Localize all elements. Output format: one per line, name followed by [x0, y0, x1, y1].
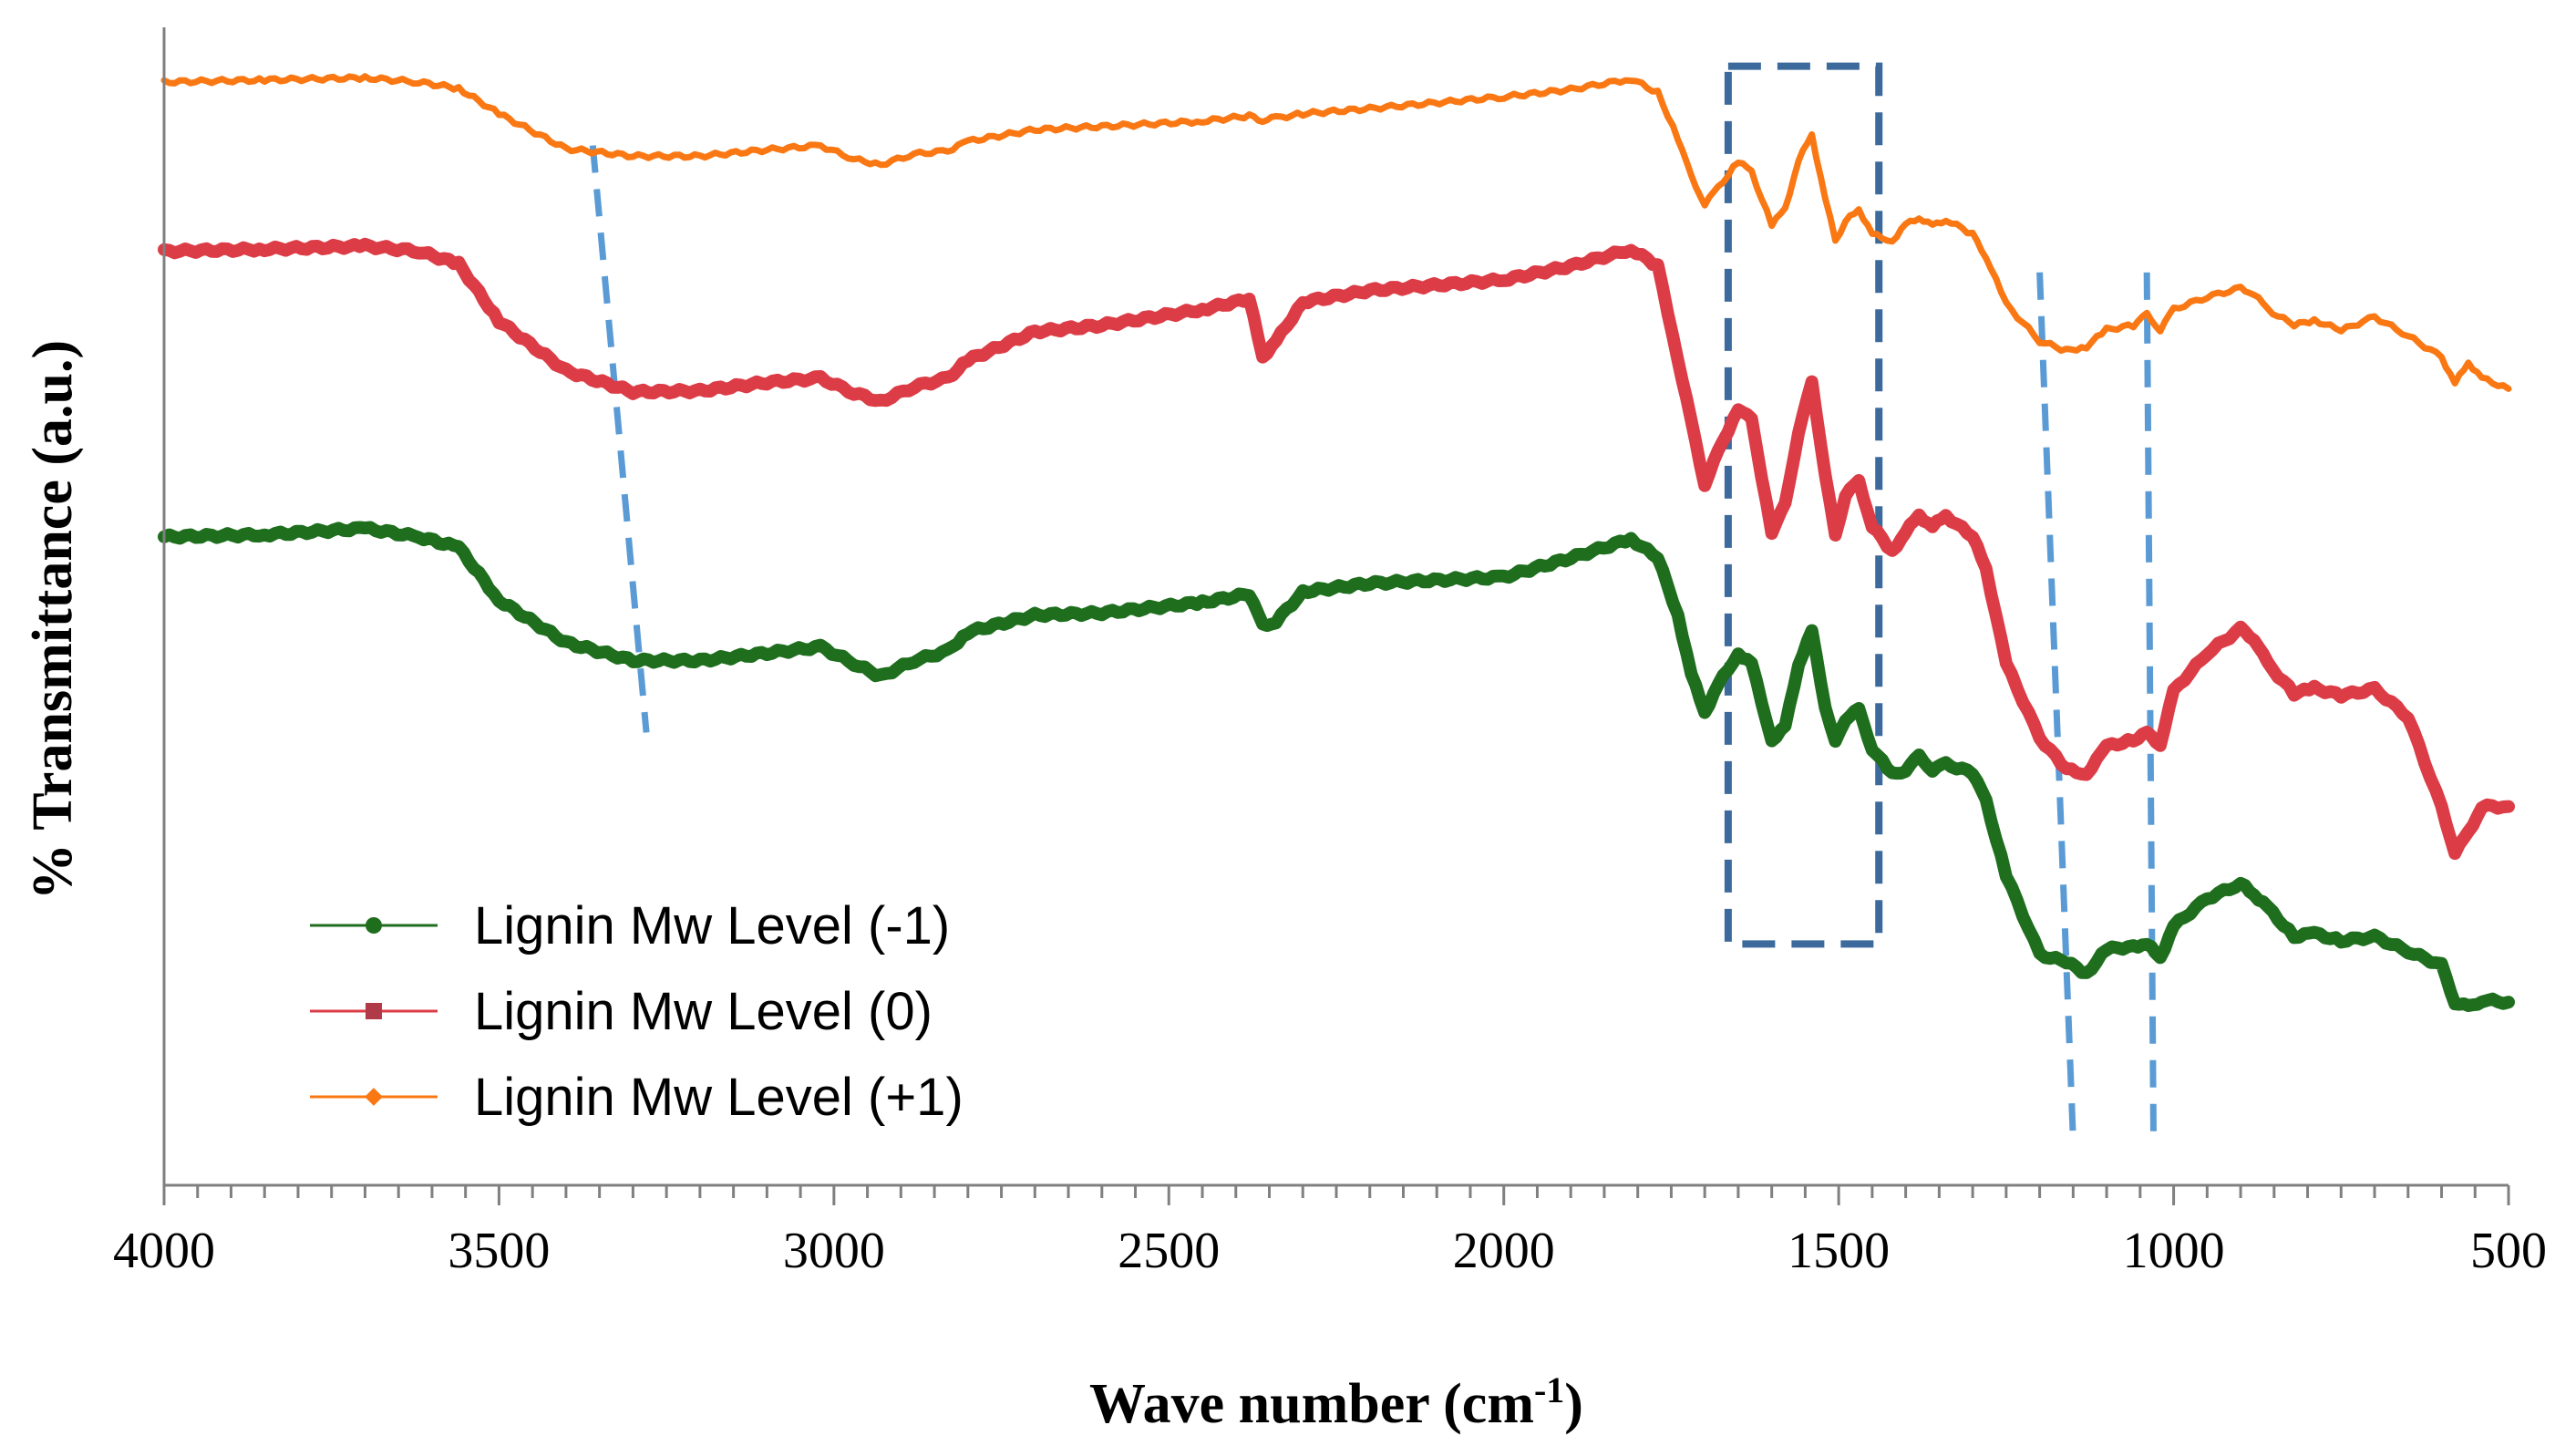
dashed-guide-line — [2036, 272, 2076, 1141]
x-tick-label: 3500 — [448, 1223, 550, 1279]
legend-marker-circle — [366, 917, 382, 934]
dashed-guide-line — [2143, 272, 2158, 1141]
x-tick-label: 3000 — [783, 1223, 885, 1279]
x-tick-labels: 4000 3500 3000 2500 2000 1500 1000 500 — [113, 1223, 2547, 1279]
legend-marker-square — [366, 1003, 382, 1019]
axes: 4000 3500 3000 2500 2000 1500 1000 500 — [113, 27, 2547, 1279]
legend-label: Lignin Mw Level (-1) — [474, 896, 950, 955]
dashed-highlight-box — [1724, 62, 1883, 948]
legend-item: Lignin Mw Level (+1) — [310, 1068, 963, 1127]
x-tick-label: 1500 — [1788, 1223, 1890, 1279]
x-tick-label: 1000 — [2123, 1223, 2225, 1279]
x-tick-label: 500 — [2470, 1223, 2547, 1279]
legend-label: Lignin Mw Level (+1) — [474, 1068, 963, 1127]
annotations — [589, 62, 2158, 1141]
x-tick-label: 4000 — [113, 1223, 215, 1279]
series-line-2 — [158, 237, 2515, 861]
series-line-1 — [158, 521, 2515, 1012]
series-line-3 — [160, 73, 2512, 392]
series-group — [158, 73, 2515, 1012]
y-axis-title: % Transmittance (a.u.) — [22, 340, 84, 900]
x-axis-title: Wave number (cm-1) — [1089, 1369, 1583, 1435]
x-ticks — [162, 1185, 2510, 1205]
x-tick-label: 2500 — [1118, 1223, 1220, 1279]
x-tick-label: 2000 — [1453, 1223, 1555, 1279]
legend-marker-diamond — [365, 1088, 383, 1106]
legend-item: Lignin Mw Level (0) — [310, 982, 933, 1041]
legend: Lignin Mw Level (-1) Lignin Mw Level (0) L… — [310, 896, 963, 1127]
legend-item: Lignin Mw Level (-1) — [310, 896, 950, 955]
legend-label: Lignin Mw Level (0) — [474, 982, 933, 1041]
dashed-guide-line — [589, 145, 650, 733]
